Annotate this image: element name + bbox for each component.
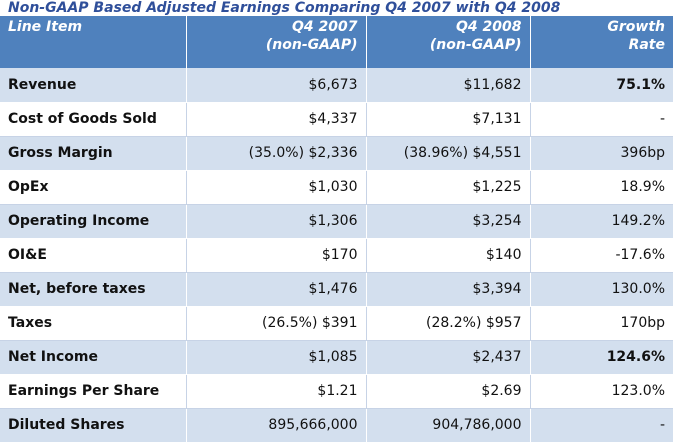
line-item-cell: Gross Margin xyxy=(0,136,187,171)
q4-2007-cell: $1,476 xyxy=(186,272,367,307)
growth-rate-cell: 124.6% xyxy=(530,340,673,375)
table-row: Diluted Shares 895,666,000 904,786,000- xyxy=(0,408,673,443)
q4-2008-cell: $11,682 xyxy=(366,68,531,103)
table-row: Gross Margin (35.0%) $2,336 (38.96%) $4,55… xyxy=(0,136,673,171)
line-item-cell: OpEx xyxy=(0,170,187,205)
line-item-cell: OI&E xyxy=(0,238,187,273)
q4-2008-cell: (38.96%) $4,551 xyxy=(366,136,531,171)
header-line-item-label: Line Item xyxy=(8,19,83,35)
q4-2007-cell: (35.0%) $2,336 xyxy=(186,136,367,171)
q4-2007-cell: $1,085 xyxy=(186,340,367,375)
header-row: Line Item Q4 2007 (non-GAAP) Q4 2008 (no… xyxy=(0,16,673,68)
q4-2008-cell: $3,394 xyxy=(366,272,531,307)
growth-rate-cell: - xyxy=(530,102,673,137)
table-row: Operating Income $1,306 $3,254 149.2% xyxy=(0,204,673,239)
table-title: Non-GAAP Based Adjusted Earnings Compari… xyxy=(8,0,561,16)
line-item-cell: Cost of Goods Sold xyxy=(0,102,187,137)
line-item-cell: Revenue xyxy=(0,68,187,103)
line-item-cell: Net, before taxes xyxy=(0,272,187,307)
header-growth-rate: Growth Rate xyxy=(530,16,673,68)
q4-2008-cell: $2.69 xyxy=(366,374,531,409)
q4-2008-cell: $2,437 xyxy=(366,340,531,375)
growth-rate-cell: 396bp xyxy=(530,136,673,171)
line-item-cell: Diluted Shares xyxy=(0,408,187,443)
line-item-cell: Taxes xyxy=(0,306,187,341)
table-row: Taxes (26.5%) $391 (28.2%) $957 170bp xyxy=(0,306,673,341)
header-q4-2007-line2: (non-GAAP) xyxy=(265,37,358,53)
q4-2008-cell: $3,254 xyxy=(366,204,531,239)
table-row: Cost of Goods Sold $4,337 $7,131- xyxy=(0,102,673,137)
q4-2007-cell: $1,306 xyxy=(186,204,367,239)
q4-2007-cell: $1.21 xyxy=(186,374,367,409)
growth-rate-cell: 18.9% xyxy=(530,170,673,205)
table-row: OpEx $1,030 $1,225 18.9% xyxy=(0,170,673,205)
table-row: Net Income $1,085 $2,437 124.6% xyxy=(0,340,673,375)
header-q4-2008: Q4 2008 (non-GAAP) xyxy=(366,16,531,68)
q4-2008-cell: 904,786,000 xyxy=(366,408,531,443)
growth-rate-cell: 170bp xyxy=(530,306,673,341)
table-body: Revenue $6,673 $11,682 75.1% Cost of Goods S… xyxy=(0,68,673,443)
line-item-cell: Earnings Per Share xyxy=(0,374,187,409)
growth-rate-cell: 149.2% xyxy=(530,204,673,239)
q4-2008-cell: (28.2%) $957 xyxy=(366,306,531,341)
q4-2007-cell: $1,030 xyxy=(186,170,367,205)
table-row: Revenue $6,673 $11,682 75.1% xyxy=(0,68,673,103)
growth-rate-cell: - xyxy=(530,408,673,443)
header-growth-line2: Rate xyxy=(628,37,665,53)
growth-rate-cell: -17.6% xyxy=(530,238,673,273)
table-row: Earnings Per Share $1.21 $2.69 123.0% xyxy=(0,374,673,409)
header-q4-2008-line2: (non-GAAP) xyxy=(429,37,522,53)
q4-2007-cell: 895,666,000 xyxy=(186,408,367,443)
q4-2007-cell: $4,337 xyxy=(186,102,367,137)
table-row: Net, before taxes $1,476 $3,394 130.0% xyxy=(0,272,673,307)
header-q4-2008-line1: Q4 2008 xyxy=(456,19,522,35)
earnings-table: Line Item Q4 2007 (non-GAAP) Q4 2008 (no… xyxy=(0,16,673,443)
growth-rate-cell: 123.0% xyxy=(530,374,673,409)
line-item-cell: Net Income xyxy=(0,340,187,375)
growth-rate-cell: 130.0% xyxy=(530,272,673,307)
q4-2008-cell: $1,225 xyxy=(366,170,531,205)
growth-rate-cell: 75.1% xyxy=(530,68,673,103)
table-row: OI&E $170 $140 -17.6% xyxy=(0,238,673,273)
q4-2007-cell: $6,673 xyxy=(186,68,367,103)
q4-2007-cell: (26.5%) $391 xyxy=(186,306,367,341)
q4-2007-cell: $170 xyxy=(186,238,367,273)
line-item-cell: Operating Income xyxy=(0,204,187,239)
table-header: Line Item Q4 2007 (non-GAAP) Q4 2008 (no… xyxy=(0,16,673,68)
header-growth-line1: Growth xyxy=(607,19,665,35)
q4-2008-cell: $140 xyxy=(366,238,531,273)
header-q4-2007: Q4 2007 (non-GAAP) xyxy=(186,16,367,68)
header-q4-2007-line1: Q4 2007 xyxy=(292,19,358,35)
header-line-item: Line Item xyxy=(0,16,187,68)
q4-2008-cell: $7,131 xyxy=(366,102,531,137)
